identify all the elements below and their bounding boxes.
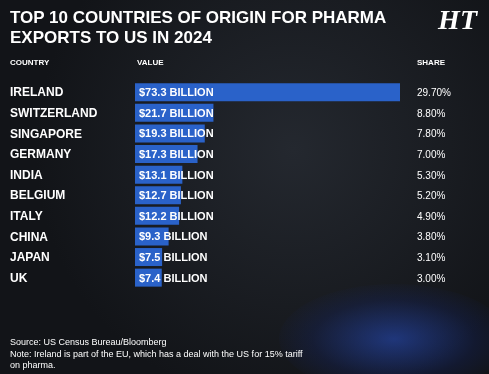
svg-text:$9.3 BILLION: $9.3 BILLION <box>139 230 208 242</box>
svg-text:$7.4 BILLION: $7.4 BILLION <box>139 272 208 284</box>
svg-text:7.00%: 7.00% <box>417 149 445 160</box>
svg-text:$19.3 BILLION: $19.3 BILLION <box>139 127 214 139</box>
html-text:TOP 10 COUNTRIES OF ORIGIN FOR: TOP 10 COUNTRIES OF ORIGIN FOR PHARMA EX… <box>10 8 386 47</box>
svg-text:CHINA: CHINA <box>10 230 48 244</box>
svg-text:4.90%: 4.90% <box>417 211 445 222</box>
svg-text:UK: UK <box>10 271 28 285</box>
svg-text:8.80%: 8.80% <box>417 108 445 119</box>
svg-text:INDIA: INDIA <box>10 168 43 182</box>
svg-text:3.80%: 3.80% <box>417 231 445 242</box>
svg-text:7.80%: 7.80% <box>417 128 445 139</box>
svg-text:$12.2 BILLION: $12.2 BILLION <box>139 210 214 222</box>
svg-text:JAPAN: JAPAN <box>10 250 50 264</box>
svg-text:3.00%: 3.00% <box>417 273 445 284</box>
svg-text:$13.1 BILLION: $13.1 BILLION <box>139 169 214 181</box>
svg-text:SINGAPORE: SINGAPORE <box>10 127 82 141</box>
svg-text:5.30%: 5.30% <box>417 170 445 181</box>
svg-text:$73.3 BILLION: $73.3 BILLION <box>139 86 214 98</box>
svg-text:BELGIUM: BELGIUM <box>10 188 65 202</box>
svg-text:IRELAND: IRELAND <box>10 85 64 99</box>
svg-text:GERMANY: GERMANY <box>10 147 71 161</box>
svg-text:3.10%: 3.10% <box>417 252 445 263</box>
svg-text:ITALY: ITALY <box>10 209 43 223</box>
html-text:COUNTRY: COUNTRY <box>10 58 50 67</box>
html-text:VALUE: VALUE <box>137 58 164 67</box>
svg-text:$17.3 BILLION: $17.3 BILLION <box>139 148 214 160</box>
svg-text:$12.7 BILLION: $12.7 BILLION <box>139 189 214 201</box>
html-text:SHARE: SHARE <box>417 58 445 67</box>
html-text:Note: Ireland is part of the E: Note: Ireland is part of the EU, which h… <box>10 349 303 370</box>
html-text:Source: US Census Bureau/Bloom: Source: US Census Bureau/Bloomberg <box>10 337 167 347</box>
svg-text:SWITZERLAND: SWITZERLAND <box>10 106 98 120</box>
svg-text:29.70%: 29.70% <box>417 87 451 98</box>
svg-text:$21.7 BILLION: $21.7 BILLION <box>139 107 214 119</box>
svg-text:$7.5 BILLION: $7.5 BILLION <box>139 251 208 263</box>
svg-text:5.20%: 5.20% <box>417 190 445 201</box>
html-text:HT: HT <box>438 4 477 35</box>
